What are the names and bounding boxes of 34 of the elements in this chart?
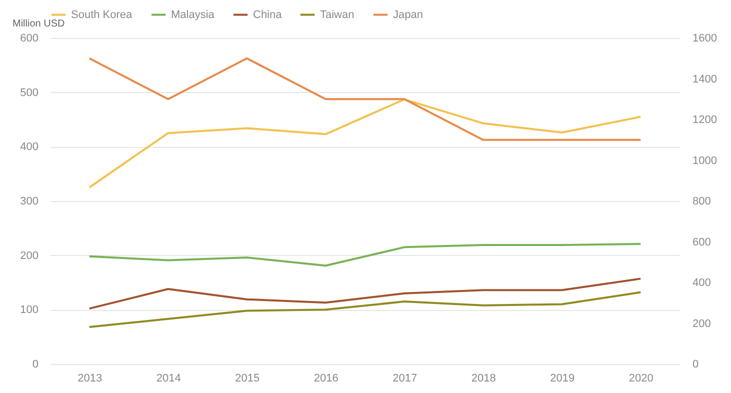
y2-tick-label: 800 <box>692 196 711 208</box>
legend-label: China <box>253 8 283 21</box>
x-tick-label: 2013 <box>78 372 102 384</box>
x-tick-label: 2014 <box>156 372 181 384</box>
legend-label: South Korea <box>71 8 134 21</box>
y2-tick-label: 600 <box>692 236 711 248</box>
y2-tick-label: 400 <box>692 277 711 289</box>
line-series <box>88 278 642 310</box>
y-axis-title: Million USD <box>12 18 65 30</box>
legend-label: Malaysia <box>171 8 216 21</box>
x-tick-label: 2016 <box>314 372 338 384</box>
y2-tick-label: 1400 <box>692 73 717 86</box>
x-tick-label: 2020 <box>628 372 654 384</box>
y2-tick-label: 1000 <box>692 154 717 167</box>
x-tick-label: 2015 <box>235 372 260 384</box>
y-tick-label: 300 <box>20 196 38 208</box>
y-tick-label: 500 <box>20 86 38 99</box>
y-tick-label: 600 <box>20 32 38 44</box>
y-tick-label: 0 <box>32 358 38 370</box>
line-series <box>88 242 642 267</box>
legend-label: Taiwan <box>320 8 354 21</box>
y-tick-label: 100 <box>20 304 38 316</box>
y-tick-label: 400 <box>20 141 38 154</box>
y-tick-label: 200 <box>20 250 38 262</box>
y2-tick-label: 200 <box>692 318 711 330</box>
y2-tick-label: 1600 <box>692 32 717 44</box>
line-series <box>88 98 642 188</box>
x-tick-label: 2018 <box>471 372 496 384</box>
y2-tick-label: 0 <box>692 358 699 370</box>
line-series <box>88 291 642 328</box>
x-tick-label: 2019 <box>550 372 575 384</box>
x-tick-label: 2017 <box>392 372 418 384</box>
y2-tick-label: 1200 <box>692 114 717 126</box>
legend-label: Japan <box>393 8 423 21</box>
